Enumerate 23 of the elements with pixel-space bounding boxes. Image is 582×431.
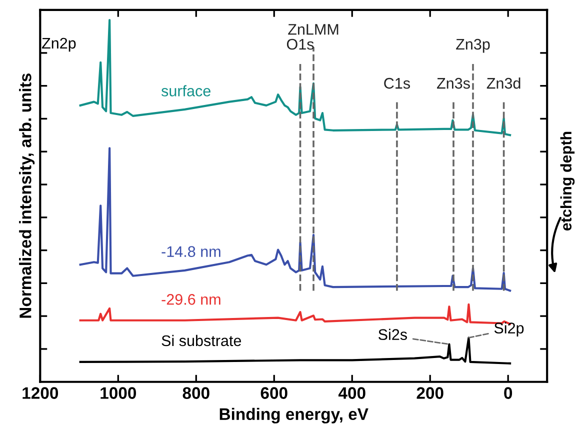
annotation: Si2s	[378, 328, 407, 340]
ref-line-label: C1s	[384, 78, 410, 89]
x-tick-label: 200	[416, 387, 444, 399]
x-tick-label: 1200	[22, 387, 58, 399]
annotation: Zn2p	[42, 38, 76, 52]
series-label: -29.6 nm	[162, 294, 220, 305]
series-label: surface	[161, 85, 210, 96]
x-tick-label: 1000	[100, 387, 136, 399]
ref-line-label: Zn3s	[437, 78, 470, 89]
annotation: Si2p	[494, 322, 524, 337]
series-label: -14.8 nm	[162, 246, 220, 257]
x-tick-label: 400	[338, 387, 366, 399]
ref-line-label: ZnLMM	[288, 24, 338, 35]
series-label: Si substrate	[162, 334, 242, 346]
ref-line-label: Zn3d	[486, 78, 520, 89]
text: etching depth	[560, 132, 575, 230]
x-tick-label: 0	[504, 387, 512, 399]
y-axis-title: Normalized intensity, arb. units	[19, 74, 35, 318]
ref-line-label: Zn3p	[456, 38, 490, 53]
ref-line-label: O1s	[286, 38, 314, 50]
x-tick-label: 800	[182, 387, 210, 399]
x-tick-label: 600	[260, 387, 288, 399]
x-axis-title: Binding energy, eV	[220, 408, 368, 424]
